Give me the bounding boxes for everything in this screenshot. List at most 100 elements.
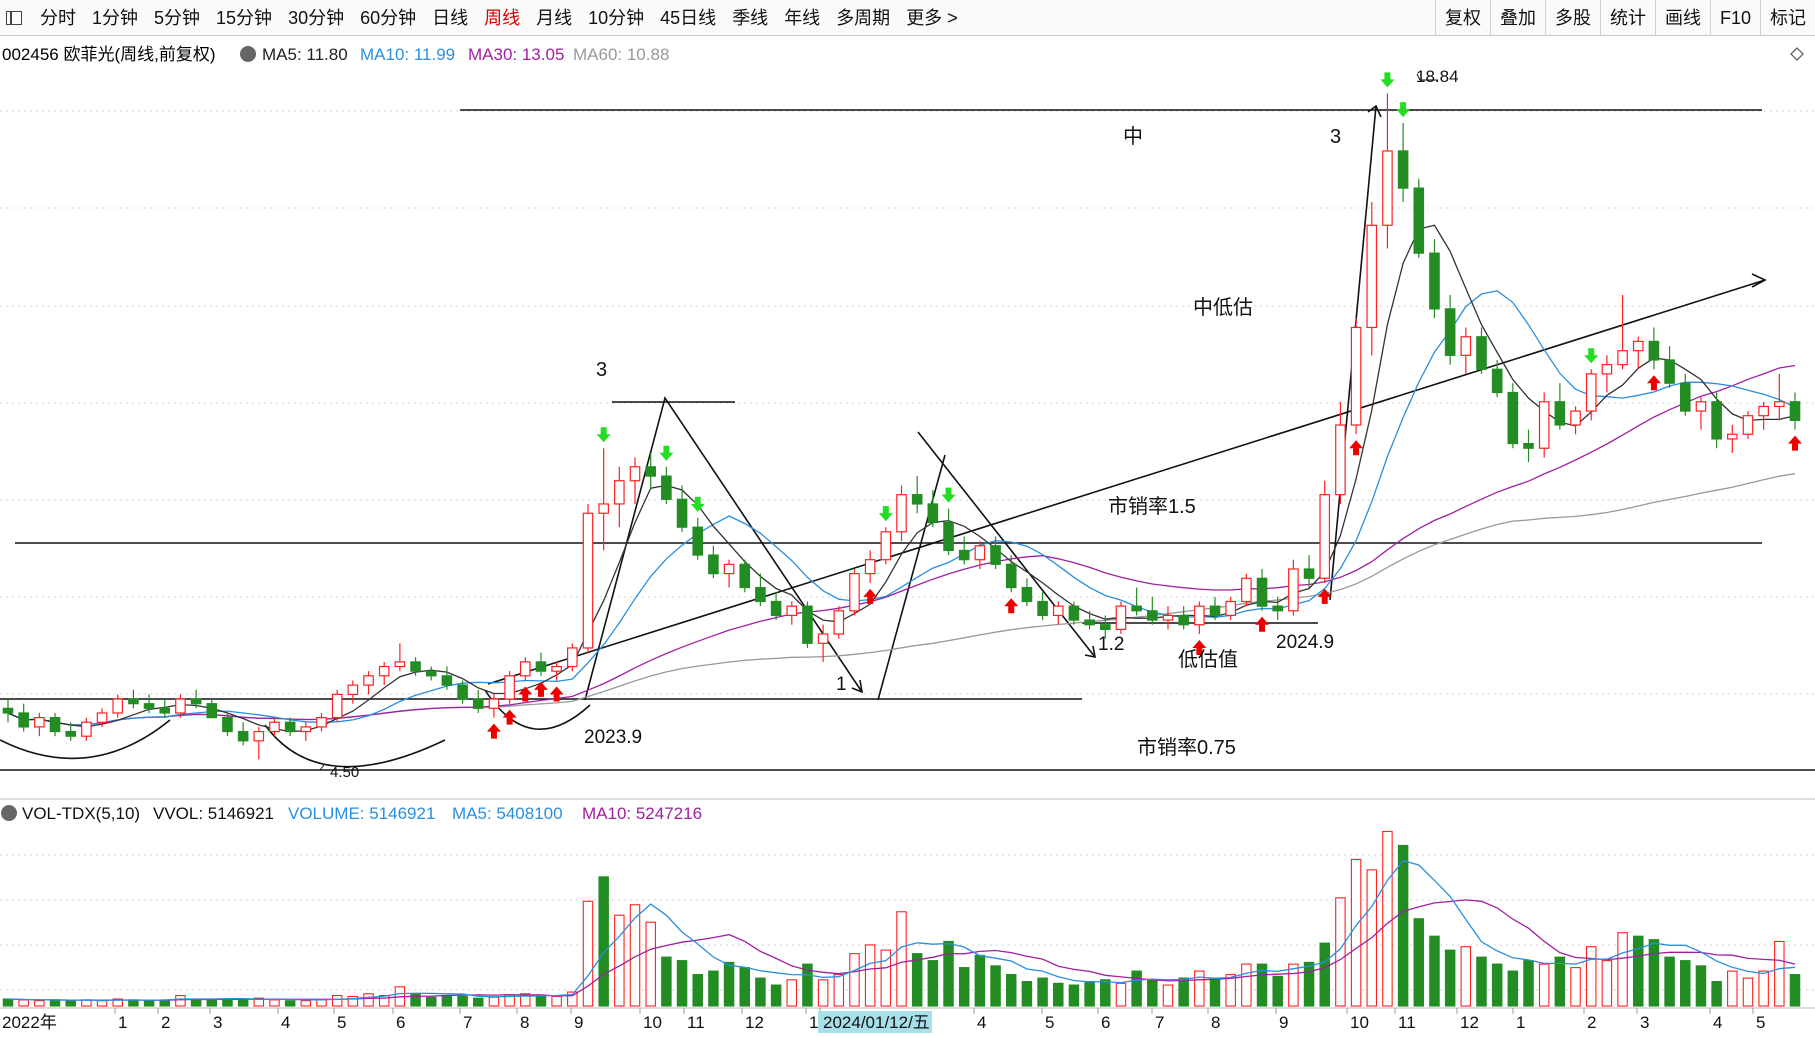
candle[interactable] [551, 661, 562, 681]
candle[interactable] [1303, 555, 1315, 588]
candle[interactable] [1288, 559, 1299, 616]
candle[interactable] [1554, 383, 1566, 430]
candle[interactable] [363, 671, 374, 695]
candle[interactable] [1711, 392, 1722, 449]
candle[interactable] [974, 541, 986, 569]
candle[interactable] [1256, 568, 1268, 611]
candle[interactable] [1115, 601, 1127, 635]
candle[interactable] [128, 689, 139, 709]
candle[interactable] [1617, 294, 1628, 370]
candle[interactable] [990, 536, 1001, 569]
period-tab-5[interactable]: 60分钟 [360, 8, 417, 28]
candle[interactable] [1068, 601, 1080, 625]
candle[interactable] [1570, 406, 1581, 435]
candle[interactable] [237, 722, 249, 746]
candle[interactable] [269, 717, 280, 737]
candle[interactable] [880, 527, 892, 565]
candle[interactable] [817, 624, 829, 662]
period-tab-3[interactable]: 15分钟 [216, 8, 273, 28]
candle[interactable] [1335, 401, 1346, 504]
candle[interactable] [786, 601, 798, 625]
candle[interactable] [833, 606, 845, 639]
candle[interactable] [206, 699, 218, 719]
candle[interactable] [331, 689, 343, 723]
candle[interactable] [1366, 202, 1378, 356]
candle[interactable] [2, 699, 14, 723]
candle[interactable] [535, 652, 547, 676]
candle[interactable] [755, 573, 766, 607]
candle[interactable] [1695, 397, 1707, 430]
candle[interactable] [457, 680, 468, 704]
candle[interactable] [1726, 425, 1738, 453]
candle[interactable] [614, 466, 625, 528]
candle[interactable] [504, 671, 515, 704]
candle[interactable] [1523, 429, 1534, 463]
candle[interactable] [1789, 392, 1801, 430]
candle[interactable] [425, 666, 437, 681]
volume-settings-icon[interactable] [1, 805, 17, 821]
candle[interactable] [394, 643, 406, 672]
candle[interactable] [1429, 239, 1440, 319]
candle[interactable] [692, 517, 704, 560]
candle[interactable] [347, 680, 359, 704]
tool-button-4[interactable]: 画线 [1654, 0, 1710, 36]
candle[interactable] [1664, 346, 1675, 388]
candle[interactable] [175, 694, 186, 718]
candle[interactable] [1319, 480, 1331, 583]
period-tab-8[interactable]: 月线 [536, 8, 573, 28]
candle[interactable] [1507, 383, 1519, 449]
candle[interactable] [1491, 359, 1503, 398]
candle[interactable] [1397, 123, 1409, 203]
sidebar-toggle-icon[interactable] [6, 11, 22, 25]
candle[interactable] [802, 601, 813, 648]
candle[interactable] [1758, 401, 1769, 430]
candle[interactable] [927, 490, 939, 528]
candle[interactable] [1460, 327, 1472, 374]
period-tab-11[interactable]: 季线 [732, 8, 769, 28]
candle[interactable] [472, 689, 484, 713]
candle[interactable] [1037, 592, 1048, 621]
candle[interactable] [1272, 596, 1284, 621]
tool-button-6[interactable]: 标记 [1760, 0, 1815, 36]
candle[interactable] [441, 666, 453, 690]
candle[interactable] [1382, 93, 1393, 249]
candle[interactable] [34, 712, 45, 737]
candle[interactable] [253, 726, 265, 760]
candle[interactable] [1005, 555, 1017, 593]
candle[interactable] [65, 722, 77, 741]
candle[interactable] [1084, 610, 1095, 630]
candle[interactable] [1147, 596, 1158, 625]
candle[interactable] [661, 466, 672, 504]
candle[interactable] [723, 559, 735, 588]
candle[interactable] [519, 657, 531, 681]
candle[interactable] [1162, 606, 1174, 630]
tool-button-2[interactable]: 多股 [1544, 0, 1600, 36]
candle[interactable] [488, 694, 500, 718]
candle[interactable] [410, 657, 421, 676]
tool-button-3[interactable]: 统计 [1599, 0, 1655, 36]
candle[interactable] [1742, 411, 1754, 439]
candle[interactable] [1131, 587, 1142, 616]
candle[interactable] [676, 485, 688, 532]
candle[interactable] [1350, 318, 1362, 435]
candle[interactable] [958, 536, 970, 565]
candle[interactable] [1538, 392, 1550, 458]
candle[interactable] [645, 452, 656, 491]
period-tab-13[interactable]: 多周期 [836, 8, 891, 28]
period-tab-14[interactable]: 更多 > [906, 8, 958, 28]
candle[interactable] [1209, 596, 1221, 621]
candle[interactable] [629, 457, 641, 504]
candle[interactable] [1194, 601, 1205, 635]
candle[interactable] [598, 448, 609, 551]
candle[interactable] [1178, 606, 1189, 630]
candle[interactable] [849, 568, 860, 616]
period-tab-2[interactable]: 5分钟 [154, 8, 201, 28]
candle[interactable] [582, 503, 594, 653]
candle[interactable] [222, 712, 233, 737]
period-tab-12[interactable]: 年线 [784, 8, 821, 28]
tool-button-5[interactable]: F10 [1709, 0, 1760, 36]
candle[interactable] [81, 717, 92, 741]
candle[interactable] [1774, 373, 1785, 421]
tool-button-1[interactable]: 叠加 [1489, 0, 1545, 36]
candle[interactable] [378, 661, 390, 686]
